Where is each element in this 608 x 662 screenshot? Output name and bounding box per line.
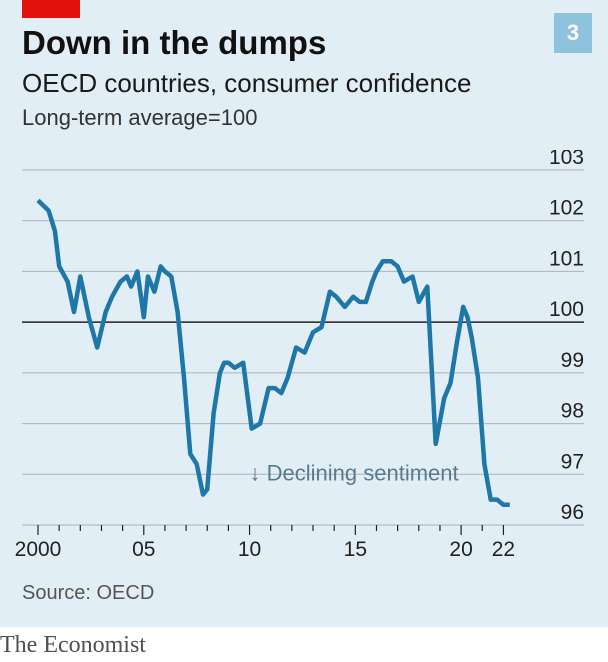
x-tick-label-15: 15: [344, 538, 367, 561]
chart-subtitle: OECD countries, consumer confidence: [22, 68, 472, 98]
y-tick-label-99: 99: [561, 349, 584, 372]
y-tick-label-96: 96: [561, 501, 584, 524]
y-tick-label-98: 98: [561, 400, 584, 423]
y-tick-label-103: 103: [549, 150, 584, 169]
y-tick-label-100: 100: [549, 298, 584, 321]
x-tick-label-2000: 2000: [15, 538, 62, 561]
brand-red-tag: [22, 0, 80, 18]
chart-title: Down in the dumps: [22, 24, 327, 61]
publisher-logo: The Economist: [0, 632, 146, 658]
x-tick-label-05: 05: [132, 538, 155, 561]
x-tick-label-22: 22: [492, 538, 515, 561]
y-tick-label-102: 102: [549, 197, 584, 220]
x-tick-label-10: 10: [238, 538, 261, 561]
y-tick-label-101: 101: [549, 247, 584, 270]
y-tick-label-97: 97: [561, 450, 584, 473]
source-note: Source: OECD: [22, 582, 155, 604]
chart-number-badge: 3: [554, 13, 592, 53]
chart-panel: [0, 0, 608, 627]
series-line-consumer-confidence: [36, 198, 510, 507]
line-chart: 96 97 98 99 100 101 102 103 2000 05 10 15 20 22 ↓ Decl…: [15, 150, 584, 561]
annotation-declining-sentiment: ↓ Declining sentiment: [250, 460, 459, 485]
chart-unit-note: Long-term average=100: [22, 105, 258, 130]
x-tick-label-20: 20: [449, 538, 472, 561]
